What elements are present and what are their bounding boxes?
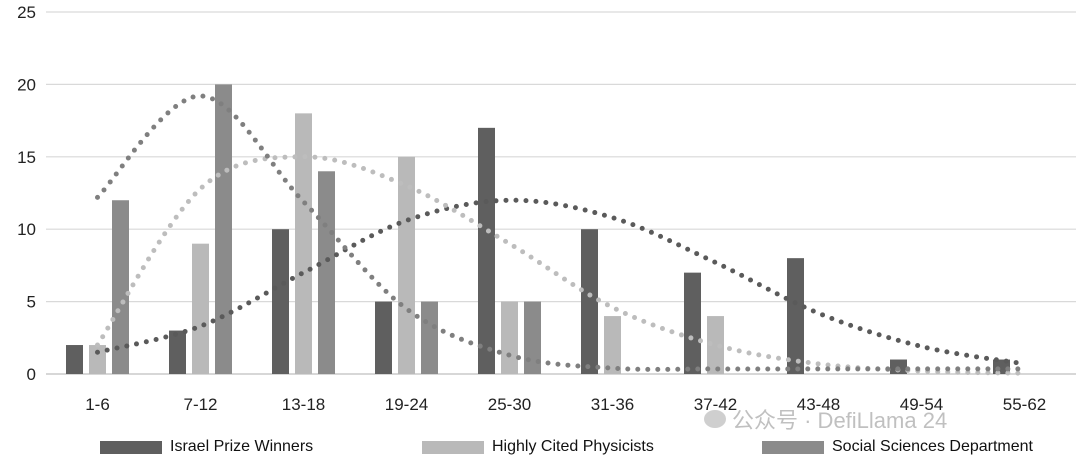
bar bbox=[524, 301, 541, 374]
legend-label: Social Sciences Department bbox=[832, 438, 1033, 455]
y-tick-label: 25 bbox=[17, 3, 36, 22]
bar bbox=[112, 200, 129, 374]
bar bbox=[787, 258, 804, 374]
legend-item-social-sciences-department: Social Sciences Department bbox=[762, 436, 1033, 458]
trendline bbox=[95, 154, 1027, 376]
x-tick-label: 37-42 bbox=[694, 395, 737, 414]
y-tick-label: 10 bbox=[17, 220, 36, 239]
x-tick-label: 55-62 bbox=[1003, 395, 1046, 414]
bar bbox=[398, 156, 415, 374]
trendline bbox=[95, 197, 1027, 367]
bar bbox=[684, 272, 701, 374]
legend-swatch bbox=[100, 440, 162, 454]
x-tick-label: 31-36 bbox=[591, 395, 634, 414]
bar bbox=[318, 171, 335, 374]
bar bbox=[89, 345, 106, 374]
x-tick-label: 19-24 bbox=[385, 395, 428, 414]
legend-label: Israel Prize Winners bbox=[170, 438, 314, 455]
legend-item-israel-prize-winners: Israel Prize Winners bbox=[100, 436, 313, 458]
bar bbox=[421, 301, 438, 374]
legend-swatch bbox=[422, 440, 484, 454]
bar bbox=[295, 113, 312, 375]
y-tick-label: 5 bbox=[27, 293, 36, 312]
bar bbox=[707, 316, 724, 374]
y-tick-label: 20 bbox=[17, 75, 36, 94]
chart: 0 5 10 15 20 25 1-6 7-12 13-18 19-24 25-30 31-36 37-… bbox=[17, 3, 1076, 414]
x-tick-label: 7-12 bbox=[183, 395, 217, 414]
x-tick-label: 25-30 bbox=[488, 395, 531, 414]
trendline bbox=[95, 93, 1027, 372]
bar bbox=[375, 301, 392, 374]
bar bbox=[169, 330, 186, 374]
watermark-text: 公众号 · DefiLlama 24 bbox=[732, 408, 948, 433]
bar bbox=[66, 345, 83, 374]
legend-item-highly-cited-physicists: Highly Cited Physicists bbox=[422, 436, 654, 458]
bar bbox=[272, 229, 289, 374]
bar bbox=[478, 127, 495, 374]
x-tick-label: 43-48 bbox=[797, 395, 840, 414]
x-tick-label: 1-6 bbox=[85, 395, 110, 414]
x-tick-label: 49-54 bbox=[900, 395, 943, 414]
x-tick-label: 13-18 bbox=[282, 395, 325, 414]
bar bbox=[604, 316, 621, 374]
bar bbox=[581, 229, 598, 374]
legend-swatch bbox=[762, 440, 824, 454]
bar bbox=[501, 301, 518, 374]
watermark: 公众号 · DefiLlama 24 bbox=[704, 403, 947, 435]
legend-label: Highly Cited Physicists bbox=[492, 438, 654, 455]
y-tick-label: 15 bbox=[17, 148, 36, 167]
wechat-icon bbox=[704, 410, 726, 428]
bar bbox=[192, 243, 209, 374]
y-tick-label: 0 bbox=[27, 365, 36, 384]
bar bbox=[215, 84, 232, 375]
